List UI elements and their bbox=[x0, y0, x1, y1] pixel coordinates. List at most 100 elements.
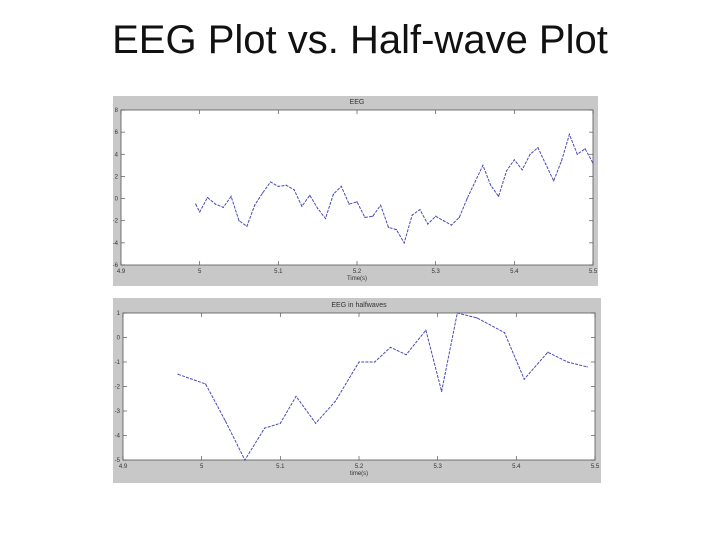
eeg-chart: EEG 4.9 5 5.1 5.2 5.3 5.4 5.5 -6 -4 -2 0 2 4 6 8 Time(s) bbox=[113, 96, 598, 286]
data-point bbox=[435, 215, 437, 217]
data-point bbox=[348, 203, 350, 205]
data-point bbox=[450, 224, 452, 226]
data-point bbox=[425, 329, 427, 331]
data-point bbox=[315, 422, 317, 424]
y-tick-label: -5 bbox=[115, 458, 121, 464]
data-point bbox=[474, 181, 476, 183]
y-tick-label: 2 bbox=[115, 174, 119, 180]
data-point bbox=[264, 427, 266, 429]
halfwave-figure: EEG in halfwaves 4.9 5 5.1 5.2 5.3 5.4 5.5 -5 -4 -… bbox=[113, 298, 601, 483]
data-point bbox=[403, 242, 405, 244]
data-point bbox=[405, 354, 407, 356]
data-point bbox=[545, 163, 547, 165]
y-tick-label: 0 bbox=[115, 197, 119, 203]
data-point bbox=[427, 223, 429, 225]
data-point bbox=[503, 332, 506, 334]
y-tick-label: -4 bbox=[115, 434, 121, 440]
data-point bbox=[411, 214, 413, 216]
y-tick-label: 1 bbox=[117, 311, 121, 317]
data-point bbox=[246, 225, 248, 227]
data-point bbox=[513, 159, 515, 161]
y-tick-label: -6 bbox=[113, 263, 119, 269]
data-point bbox=[206, 196, 209, 199]
data-point bbox=[498, 195, 500, 197]
x-tick-label: 5.1 bbox=[276, 464, 285, 470]
data-point bbox=[466, 197, 468, 200]
data-point bbox=[537, 147, 539, 149]
plot-area bbox=[122, 312, 596, 461]
data-point bbox=[374, 361, 376, 363]
data-point bbox=[269, 181, 272, 183]
x-tick-label: 5 bbox=[198, 269, 202, 275]
data-point bbox=[419, 209, 421, 211]
y-tick-label: 8 bbox=[115, 108, 119, 114]
x-tick-label: 4.9 bbox=[119, 464, 128, 470]
data-point bbox=[441, 390, 443, 392]
data-point bbox=[442, 220, 445, 222]
data-point bbox=[521, 169, 523, 171]
data-point bbox=[395, 228, 397, 231]
data-point bbox=[380, 204, 382, 206]
data-point bbox=[529, 153, 531, 155]
data-point bbox=[568, 133, 570, 135]
y-tick-label: -4 bbox=[113, 241, 119, 247]
plot-area bbox=[120, 109, 594, 266]
data-point bbox=[309, 194, 311, 196]
data-point bbox=[254, 204, 256, 206]
data-point bbox=[199, 211, 201, 213]
data-point bbox=[262, 192, 264, 194]
x-tick-label: 5.3 bbox=[433, 464, 442, 470]
data-point bbox=[301, 205, 303, 207]
data-point bbox=[279, 422, 281, 424]
x-tick-label: 5.2 bbox=[353, 269, 362, 275]
data-point bbox=[317, 207, 319, 210]
data-point bbox=[458, 216, 460, 218]
halfwave-chart: EEG in halfwaves 4.9 5 5.1 5.2 5.3 5.4 5.5 -5 -4 -… bbox=[113, 298, 601, 483]
eeg-figure: EEG 4.9 5 5.1 5.2 5.3 5.4 5.5 -6 -4 -2 0 2 4 6 8 Time(s) bbox=[113, 96, 598, 286]
x-tick-label: 5 bbox=[200, 464, 204, 470]
y-tick-label: -2 bbox=[115, 385, 121, 391]
y-tick-label: -1 bbox=[115, 360, 121, 366]
data-point bbox=[476, 317, 478, 319]
series-line bbox=[195, 132, 594, 245]
data-point bbox=[293, 189, 295, 191]
data-point bbox=[547, 351, 549, 353]
data-point bbox=[334, 400, 336, 402]
data-point bbox=[560, 160, 563, 162]
y-tick-label: 6 bbox=[115, 130, 119, 136]
data-point bbox=[372, 215, 374, 217]
y-tick-label: 4 bbox=[115, 152, 119, 158]
x-tick-label: 4.9 bbox=[117, 269, 126, 275]
data-point bbox=[340, 185, 342, 187]
data-point bbox=[456, 312, 458, 314]
y-tick-label: 0 bbox=[117, 336, 121, 342]
x-tick-label: 5.4 bbox=[510, 269, 519, 275]
chart-title: EEG bbox=[350, 99, 365, 106]
data-point bbox=[566, 361, 569, 363]
x-tick-label: 5.3 bbox=[431, 269, 440, 275]
data-point bbox=[482, 164, 484, 166]
data-point bbox=[238, 220, 240, 222]
data-point bbox=[205, 383, 207, 385]
data-point bbox=[277, 185, 279, 187]
x-tick-label: 5.5 bbox=[589, 269, 598, 275]
data-point bbox=[332, 193, 334, 195]
data-point bbox=[389, 346, 392, 348]
x-axis-label: time(s) bbox=[350, 471, 368, 477]
data-point bbox=[490, 184, 492, 186]
data-point bbox=[244, 459, 246, 461]
chart-title: EEG in halfwaves bbox=[331, 302, 387, 309]
x-tick-label: 5.1 bbox=[274, 269, 283, 275]
data-point bbox=[230, 195, 232, 197]
y-tick-label: -3 bbox=[115, 409, 121, 415]
data-point bbox=[387, 226, 390, 228]
data-point bbox=[222, 206, 224, 209]
data-point bbox=[505, 170, 508, 172]
data-point bbox=[523, 378, 525, 380]
data-point bbox=[592, 162, 594, 164]
x-tick-label: 5.4 bbox=[512, 464, 521, 470]
data-point bbox=[324, 217, 327, 220]
data-point bbox=[195, 203, 197, 205]
y-tick-label: -2 bbox=[113, 219, 119, 225]
series-line bbox=[177, 312, 588, 462]
